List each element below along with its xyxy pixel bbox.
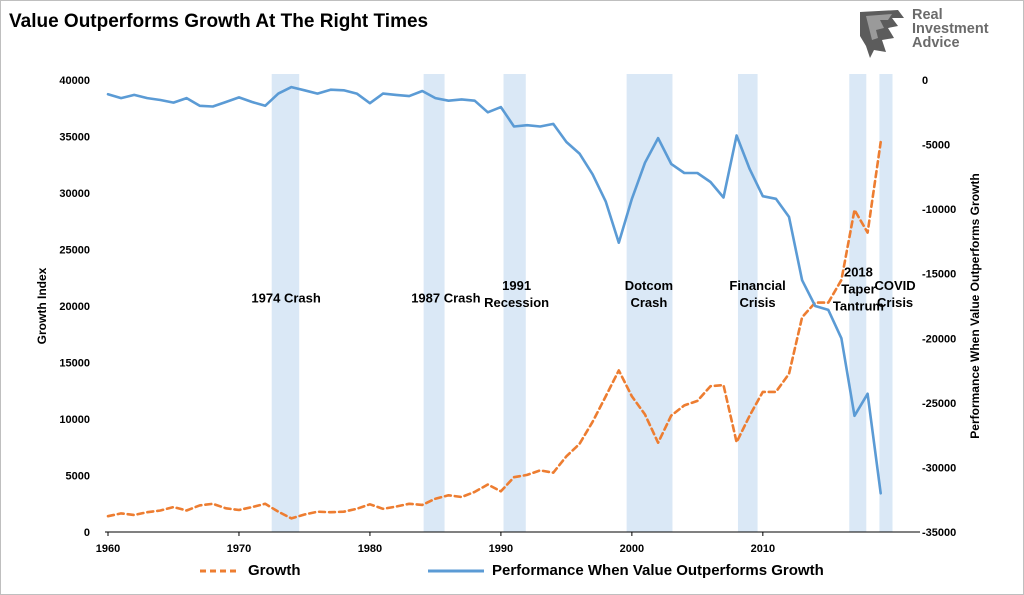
y2-tick-label-4: -20000 [922,333,956,345]
annotation-line: Taper [841,282,875,297]
y2-tick-label-5: -25000 [922,398,956,410]
shaded-region-4 [737,74,758,532]
annotation-line: Crisis [740,295,776,310]
series-line-growth [106,140,883,520]
annotation-line: 1987 Crash [411,291,480,306]
annotation-0: 1974 Crash [251,291,320,306]
chart-svg: 1960 1970 1980 1990 2000 2010 0 5000 10000 15000 2… [35,74,982,555]
eagle-logo-icon [860,10,904,58]
annotation-6: COVID Crisis [875,278,916,310]
x-tick-label-4: 2000 [620,543,644,555]
annotation-line: Crash [630,295,667,310]
company-logo: Real Investment Advice [852,6,1012,62]
series-line-performance [106,85,883,495]
annotation-line: Recession [484,295,549,310]
x-tick-label-5: 2010 [751,543,775,555]
annotation-3: Dotcom Crash [625,278,673,310]
annotation-line: Tantrum [833,299,884,314]
shaded-region-0 [271,74,300,532]
y2-tick-label-0: 0 [922,75,928,87]
shaded-region-5 [849,74,867,532]
x-tick-label-2: 1980 [358,543,382,555]
legend: Growth Performance When Value Outperform… [0,562,1024,584]
annotation-line: Crisis [877,295,913,310]
legend-swatch-performance [428,569,484,572]
y2-tick-label-1: -5000 [922,140,950,152]
y-tick-label-0: 0 [84,527,90,539]
series-lines [106,85,883,520]
legend-item-growth: Growth [200,562,301,579]
shaded-region-6 [879,74,893,532]
logo-line-2: Investment [912,21,989,37]
legend-label-growth: Growth [248,562,301,579]
shaded-regions [271,74,893,532]
annotation-line: Financial [729,278,785,293]
annotation-5: 2018 Taper Tantrum [833,265,884,314]
legend-label-performance: Performance When Value Outperforms Growt… [492,562,824,579]
axes: 1960 1970 1980 1990 2000 2010 0 5000 10000 15000 2… [35,75,982,555]
y-tick-label-5: 25000 [59,245,90,257]
x-tick-label-0: 1960 [96,543,120,555]
y2-tick-label-2: -10000 [922,204,956,216]
y2-tick-label-7: -35000 [922,527,956,539]
annotation-line: 1991 [502,278,531,293]
chart-title: Value Outperforms Growth At The Right Ti… [9,11,429,32]
x-tick-label-1: 1970 [227,543,251,555]
annotation-2: 1991 Recession [484,278,549,310]
legend-swatch-growth [200,569,240,572]
logo-line-3: Advice [912,35,960,51]
logo-text: Real Investment Advice [912,7,989,51]
y2-tick-label-3: -15000 [922,269,956,281]
y-tick-label-3: 15000 [59,358,90,370]
annotation-line: Dotcom [625,278,673,293]
y-tick-label-4: 20000 [59,301,90,313]
logo-line-1: Real [912,7,943,23]
annotation-line: COVID [875,278,916,293]
shaded-region-1 [423,74,445,532]
annotation-line: 2018 [844,265,873,280]
annotations: 1974 Crash 1987 Crash 1991 Recession Dotcom C… [251,265,915,314]
y-tick-label-1: 5000 [66,471,90,483]
shaded-region-2 [503,74,526,532]
x-tick-label-3: 1990 [489,543,513,555]
y-tick-label-6: 30000 [59,188,90,200]
y2-tick-label-6: -30000 [922,462,956,474]
annotation-line: 1974 Crash [251,291,320,306]
y-tick-label-2: 10000 [59,414,90,426]
annotation-1: 1987 Crash [411,291,480,306]
y-tick-label-7: 35000 [59,132,90,144]
annotation-4: Financial Crisis [729,278,785,310]
legend-item-performance: Performance When Value Outperforms Growt… [428,562,824,579]
y-tick-label-8: 40000 [59,75,90,87]
y2-axis-label: Performance When Value Outperforms Growt… [968,173,982,438]
y-axis-label: Growth Index [35,267,49,344]
